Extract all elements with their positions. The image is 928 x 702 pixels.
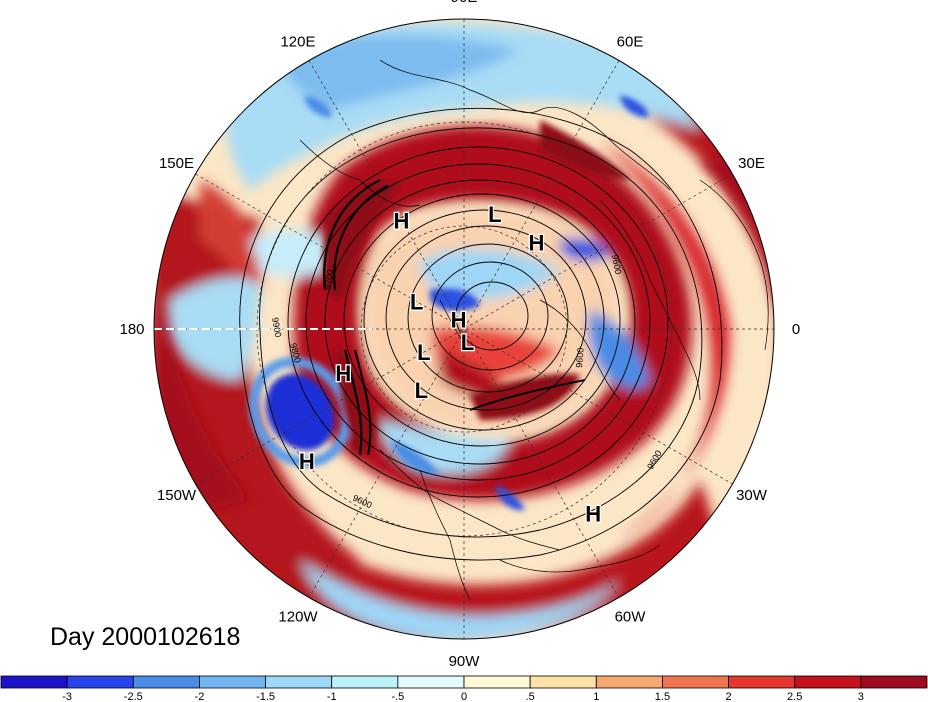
lon-label-60e: 60E	[617, 34, 644, 51]
colorbar-swatch	[132, 675, 200, 689]
lon-label-150e: 150E	[159, 155, 194, 172]
contour-label: 9900	[270, 317, 283, 338]
colorbar-tick-label: 2	[726, 691, 732, 702]
colorbar-tick-label: 2.5	[787, 691, 802, 702]
high-marker: H	[335, 361, 351, 386]
height-contours	[239, 107, 723, 561]
colorbar-swatch	[728, 675, 796, 689]
colorbar-swatch	[0, 675, 68, 689]
high-marker: H	[529, 231, 545, 256]
colorbar-tick-label: -.5	[391, 691, 404, 702]
lon-label-90w: 90W	[449, 653, 481, 670]
high-marker: H	[451, 308, 467, 333]
colorbar-swatch	[463, 675, 531, 689]
lon-label-30e: 30E	[738, 155, 765, 172]
colorbar: -3 -2.5 -2 -1.5 -1 -.5 0 .5 1 1.5 2 2.5 3	[0, 675, 928, 702]
contour-label: 9600	[574, 347, 586, 368]
colorbar-tick-label: -2.5	[124, 691, 143, 702]
colorbar-tick-label: 0	[461, 691, 467, 702]
colorbar-tick-label: 1.5	[655, 691, 670, 702]
lon-label-120e: 120E	[280, 34, 315, 51]
colorbar-tick-label: -2	[195, 691, 205, 702]
colorbar-swatch	[794, 675, 862, 689]
colorbar-tick-label: .5	[526, 691, 535, 702]
lon-label-90e: 90E	[451, 0, 478, 6]
lon-label-0: 0	[792, 321, 800, 338]
pressure-markers: L H H L H L L H L H H	[298, 201, 603, 528]
colorbar-swatch	[331, 675, 399, 689]
low-marker: L	[415, 378, 428, 403]
contour-label: 9700	[322, 269, 335, 290]
colorbar-swatch	[265, 675, 333, 689]
colorbar-swatch	[860, 675, 928, 689]
lon-label-30w: 30W	[736, 487, 768, 504]
colorbar-tick-label: -1	[327, 691, 337, 702]
low-marker: L	[410, 290, 423, 315]
high-marker: H	[393, 209, 409, 234]
map-disc-border	[153, 18, 775, 640]
colorbar-swatch	[662, 675, 729, 689]
contour-label: 9600	[610, 254, 623, 275]
colorbar-tick-label: -1.5	[256, 691, 275, 702]
colorbar-swatch	[199, 675, 266, 689]
graticule	[154, 19, 774, 639]
lon-label-120w: 120W	[278, 609, 318, 626]
strong-negative-blob	[265, 373, 335, 451]
colorbar-tick-label: 3	[858, 691, 864, 702]
colorbar-tick-label: -3	[62, 691, 72, 702]
colorbar-swatch	[595, 675, 663, 689]
longitude-labels: 90E 60E 120E 30E 150E 0 180 30W 150W 60W…	[119, 0, 800, 670]
lon-label-60w: 60W	[615, 609, 647, 626]
high-marker: H	[299, 449, 315, 474]
map-title: Day 2000102618	[50, 623, 240, 651]
lon-label-180: 180	[119, 321, 144, 338]
low-marker: L	[417, 340, 430, 365]
low-marker: L	[461, 330, 474, 355]
lon-label-150w: 150W	[157, 487, 197, 504]
coastlines	[299, 59, 769, 601]
high-marker: H	[585, 502, 601, 527]
colorbar-swatch	[397, 675, 465, 689]
low-marker: L	[488, 202, 501, 227]
contour-labels: 9600 9600 9600 9600 9900 9800 9700	[270, 254, 664, 511]
colorbar-swatch	[529, 675, 597, 689]
colorbar-swatch	[66, 675, 134, 689]
colorbar-tick-label: 1	[593, 691, 599, 702]
